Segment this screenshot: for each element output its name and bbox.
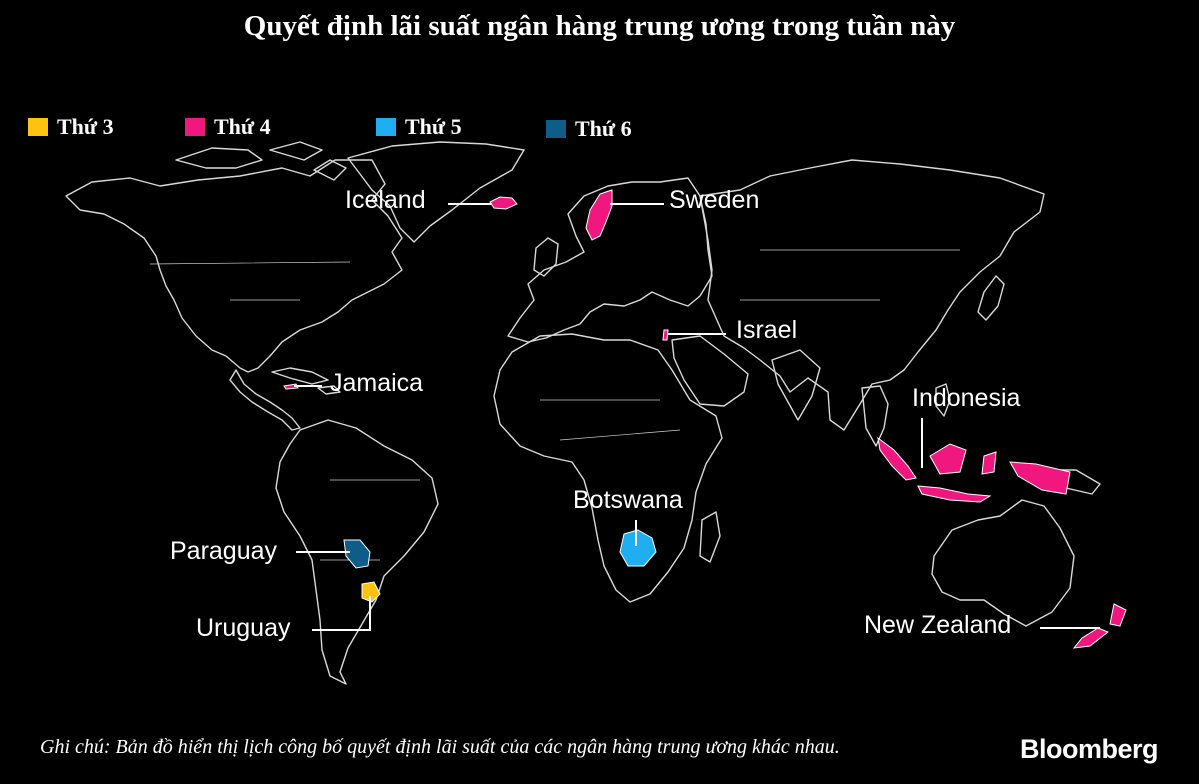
legend-label-thursday: Thứ 5	[405, 114, 462, 139]
legend-swatch-tuesday	[28, 118, 48, 136]
india-outline	[771, 349, 821, 421]
legend-item-friday: Thứ 6	[546, 116, 632, 142]
philippines-outline	[935, 383, 951, 417]
country-paraguay[interactable]	[343, 539, 371, 569]
label-new-zealand: New Zealand	[864, 611, 1012, 639]
north-america-outline	[65, 159, 403, 373]
bloomberg-logo: Bloomberg	[1020, 734, 1159, 764]
label-botswana: Botswana	[573, 486, 683, 514]
legend-swatch-friday	[546, 120, 566, 138]
country-israel[interactable]	[662, 329, 669, 341]
label-indonesia: Indonesia	[912, 384, 1021, 412]
legend-label-wednesday: Thứ 4	[214, 114, 271, 139]
legend-item-thursday: Thứ 5	[376, 114, 462, 140]
label-sweden: Sweden	[669, 186, 760, 214]
legend-item-wednesday: Thứ 4	[185, 114, 271, 140]
south-america-outline	[275, 419, 439, 685]
country-botswana[interactable]	[619, 529, 657, 567]
footnote: Ghi chú: Bản đồ hiển thị lịch công bố qu…	[40, 736, 840, 758]
asia-outline	[699, 159, 1045, 431]
cuba-outline	[271, 367, 329, 385]
africa-outline	[493, 333, 723, 603]
leader-uruguay	[312, 596, 371, 631]
country-borders	[149, 249, 960, 561]
country-indonesia[interactable]	[877, 436, 1071, 503]
country-uruguay[interactable]	[361, 581, 381, 603]
central-america-outline	[229, 369, 301, 431]
japan-outline	[977, 275, 1005, 321]
legend-item-tuesday: Thứ 3	[28, 114, 114, 140]
hispaniola-outline	[317, 385, 341, 395]
legend-swatch-wednesday	[185, 118, 205, 136]
country-sweden[interactable]	[585, 189, 613, 241]
arctic-islands-outline	[175, 141, 347, 181]
british-isles-outline	[533, 237, 559, 277]
map-title: Quyết định lãi suất ngân hàng trung ương…	[243, 10, 956, 42]
arabia-outline	[671, 335, 749, 407]
europe-outline	[507, 177, 713, 343]
madagascar-outline	[699, 511, 721, 563]
label-israel: Israel	[736, 316, 798, 344]
greenland-outline	[347, 141, 525, 243]
label-iceland: Iceland	[345, 186, 426, 214]
country-iceland[interactable]	[489, 196, 518, 210]
country-new-zealand[interactable]	[1072, 603, 1127, 649]
legend-label-tuesday: Thứ 3	[57, 114, 114, 139]
legend-swatch-thursday	[376, 118, 396, 136]
southeast-asia-outline	[861, 385, 889, 447]
label-paraguay: Paraguay	[170, 537, 278, 565]
australia-outline	[931, 499, 1075, 627]
label-uruguay: Uruguay	[196, 614, 291, 642]
legend-label-friday: Thứ 6	[575, 116, 632, 141]
label-jamaica: Jamaica	[330, 369, 424, 397]
